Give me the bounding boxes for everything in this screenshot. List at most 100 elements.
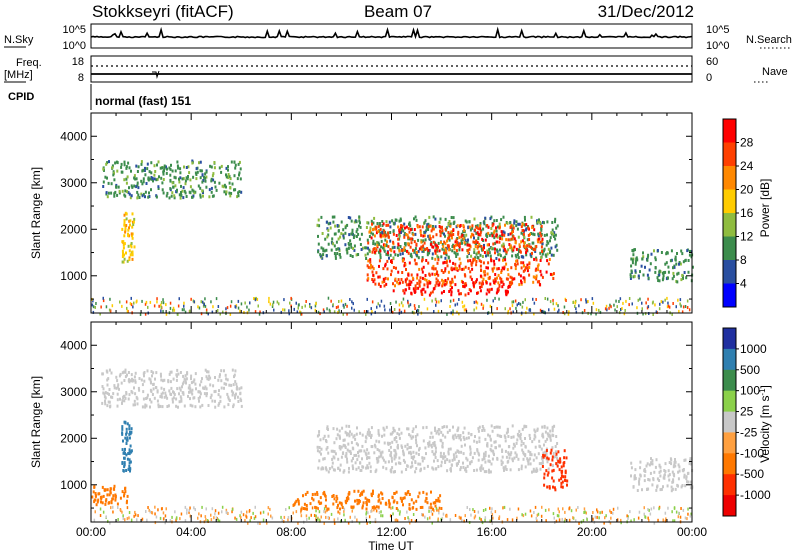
echo-cell (110, 395, 112, 399)
echo-cell (119, 496, 122, 500)
echo-cell (405, 468, 408, 471)
echo-cell (486, 288, 489, 292)
echo-cell (479, 233, 482, 237)
echo-cell (414, 284, 417, 288)
echo-cell (654, 256, 657, 260)
backscatter-speckle (327, 296, 330, 300)
backscatter-speckle (688, 308, 691, 312)
echo-cell (552, 253, 555, 257)
backscatter-speckle (188, 510, 190, 514)
backscatter-speckle (400, 301, 403, 305)
backscatter-speckle (687, 507, 689, 511)
echo-cell (448, 428, 451, 432)
echo-cell (130, 373, 133, 377)
backscatter-speckle (309, 304, 311, 308)
backscatter-speckle (626, 514, 628, 518)
backscatter-speckle (480, 302, 483, 306)
backscatter-speckle (126, 517, 129, 521)
backscatter-speckle (431, 299, 433, 303)
echo-cell (359, 449, 362, 453)
echo-cell (318, 459, 321, 463)
echo-cell (457, 426, 460, 430)
echo-cell (357, 451, 359, 454)
echo-cell (469, 275, 472, 279)
echo-cell (171, 400, 174, 404)
echo-cell (391, 459, 393, 463)
backscatter-speckle (475, 300, 477, 304)
echo-cell (523, 280, 526, 284)
echo-cell (411, 464, 414, 468)
echo-cell (658, 470, 661, 474)
echo-cell (399, 252, 402, 256)
echo-cell (460, 450, 463, 454)
echo-cell (446, 264, 449, 268)
echo-cell (463, 228, 466, 232)
echo-cell (549, 436, 552, 440)
echo-cell (401, 252, 404, 256)
echo-cell (408, 230, 411, 234)
echo-cell (162, 172, 165, 176)
echo-cell (475, 239, 478, 243)
echo-cell (428, 443, 431, 447)
echo-cell (122, 451, 125, 455)
backscatter-speckle (414, 307, 416, 310)
echo-cell (156, 177, 159, 181)
echo-cell (149, 380, 152, 384)
echo-cell (325, 254, 328, 258)
echo-cell (483, 470, 486, 474)
backscatter-speckle (93, 518, 96, 522)
echo-cell (211, 399, 214, 403)
echo-cell (361, 492, 364, 496)
backscatter-speckle (249, 301, 251, 305)
echo-cell (356, 227, 359, 231)
echo-cell (231, 182, 234, 186)
echo-cell (116, 193, 119, 197)
echo-cell (435, 246, 438, 250)
echo-cell (350, 441, 353, 445)
echo-cell (137, 165, 140, 169)
backscatter-speckle (407, 301, 409, 305)
echo-cell (395, 436, 398, 439)
echo-cell (434, 225, 437, 229)
echo-cell (152, 383, 155, 386)
echo-cell (551, 446, 554, 450)
echo-cell (464, 293, 467, 297)
echo-cell (674, 487, 677, 491)
echo-cell (458, 267, 461, 271)
echo-cell (176, 374, 178, 378)
echo-cell (402, 503, 404, 507)
echo-cell (406, 464, 409, 468)
echo-cell (450, 463, 453, 467)
echo-cell (375, 505, 378, 509)
echo-cell (549, 463, 552, 467)
echo-cell (445, 251, 448, 255)
echo-cell (634, 260, 637, 264)
echo-cell (128, 436, 131, 440)
backscatter-speckle (384, 308, 386, 312)
echo-cell (492, 233, 495, 237)
backscatter-speckle (338, 300, 340, 303)
echo-cell (495, 425, 498, 429)
backscatter-speckle (476, 301, 479, 305)
echo-cell (510, 276, 513, 280)
echo-cell (482, 248, 484, 252)
echo-cell (124, 451, 126, 455)
echo-cell (353, 244, 356, 248)
echo-cell (503, 265, 506, 269)
backscatter-speckle (438, 511, 440, 515)
echo-cell (132, 220, 135, 224)
echo-cell (681, 468, 684, 472)
backscatter-speckle (580, 298, 582, 302)
echo-cell (427, 228, 430, 231)
backscatter-speckle (234, 516, 236, 520)
echo-cell (456, 224, 459, 228)
echo-cell (424, 219, 427, 223)
echo-cell (387, 245, 390, 249)
echo-cell (676, 252, 678, 255)
echo-cell (478, 436, 481, 440)
backscatter-speckle (194, 508, 196, 512)
echo-cell (665, 252, 668, 256)
backscatter-speckle (426, 307, 429, 311)
backscatter-speckle (239, 514, 241, 518)
echo-cell (381, 450, 384, 454)
